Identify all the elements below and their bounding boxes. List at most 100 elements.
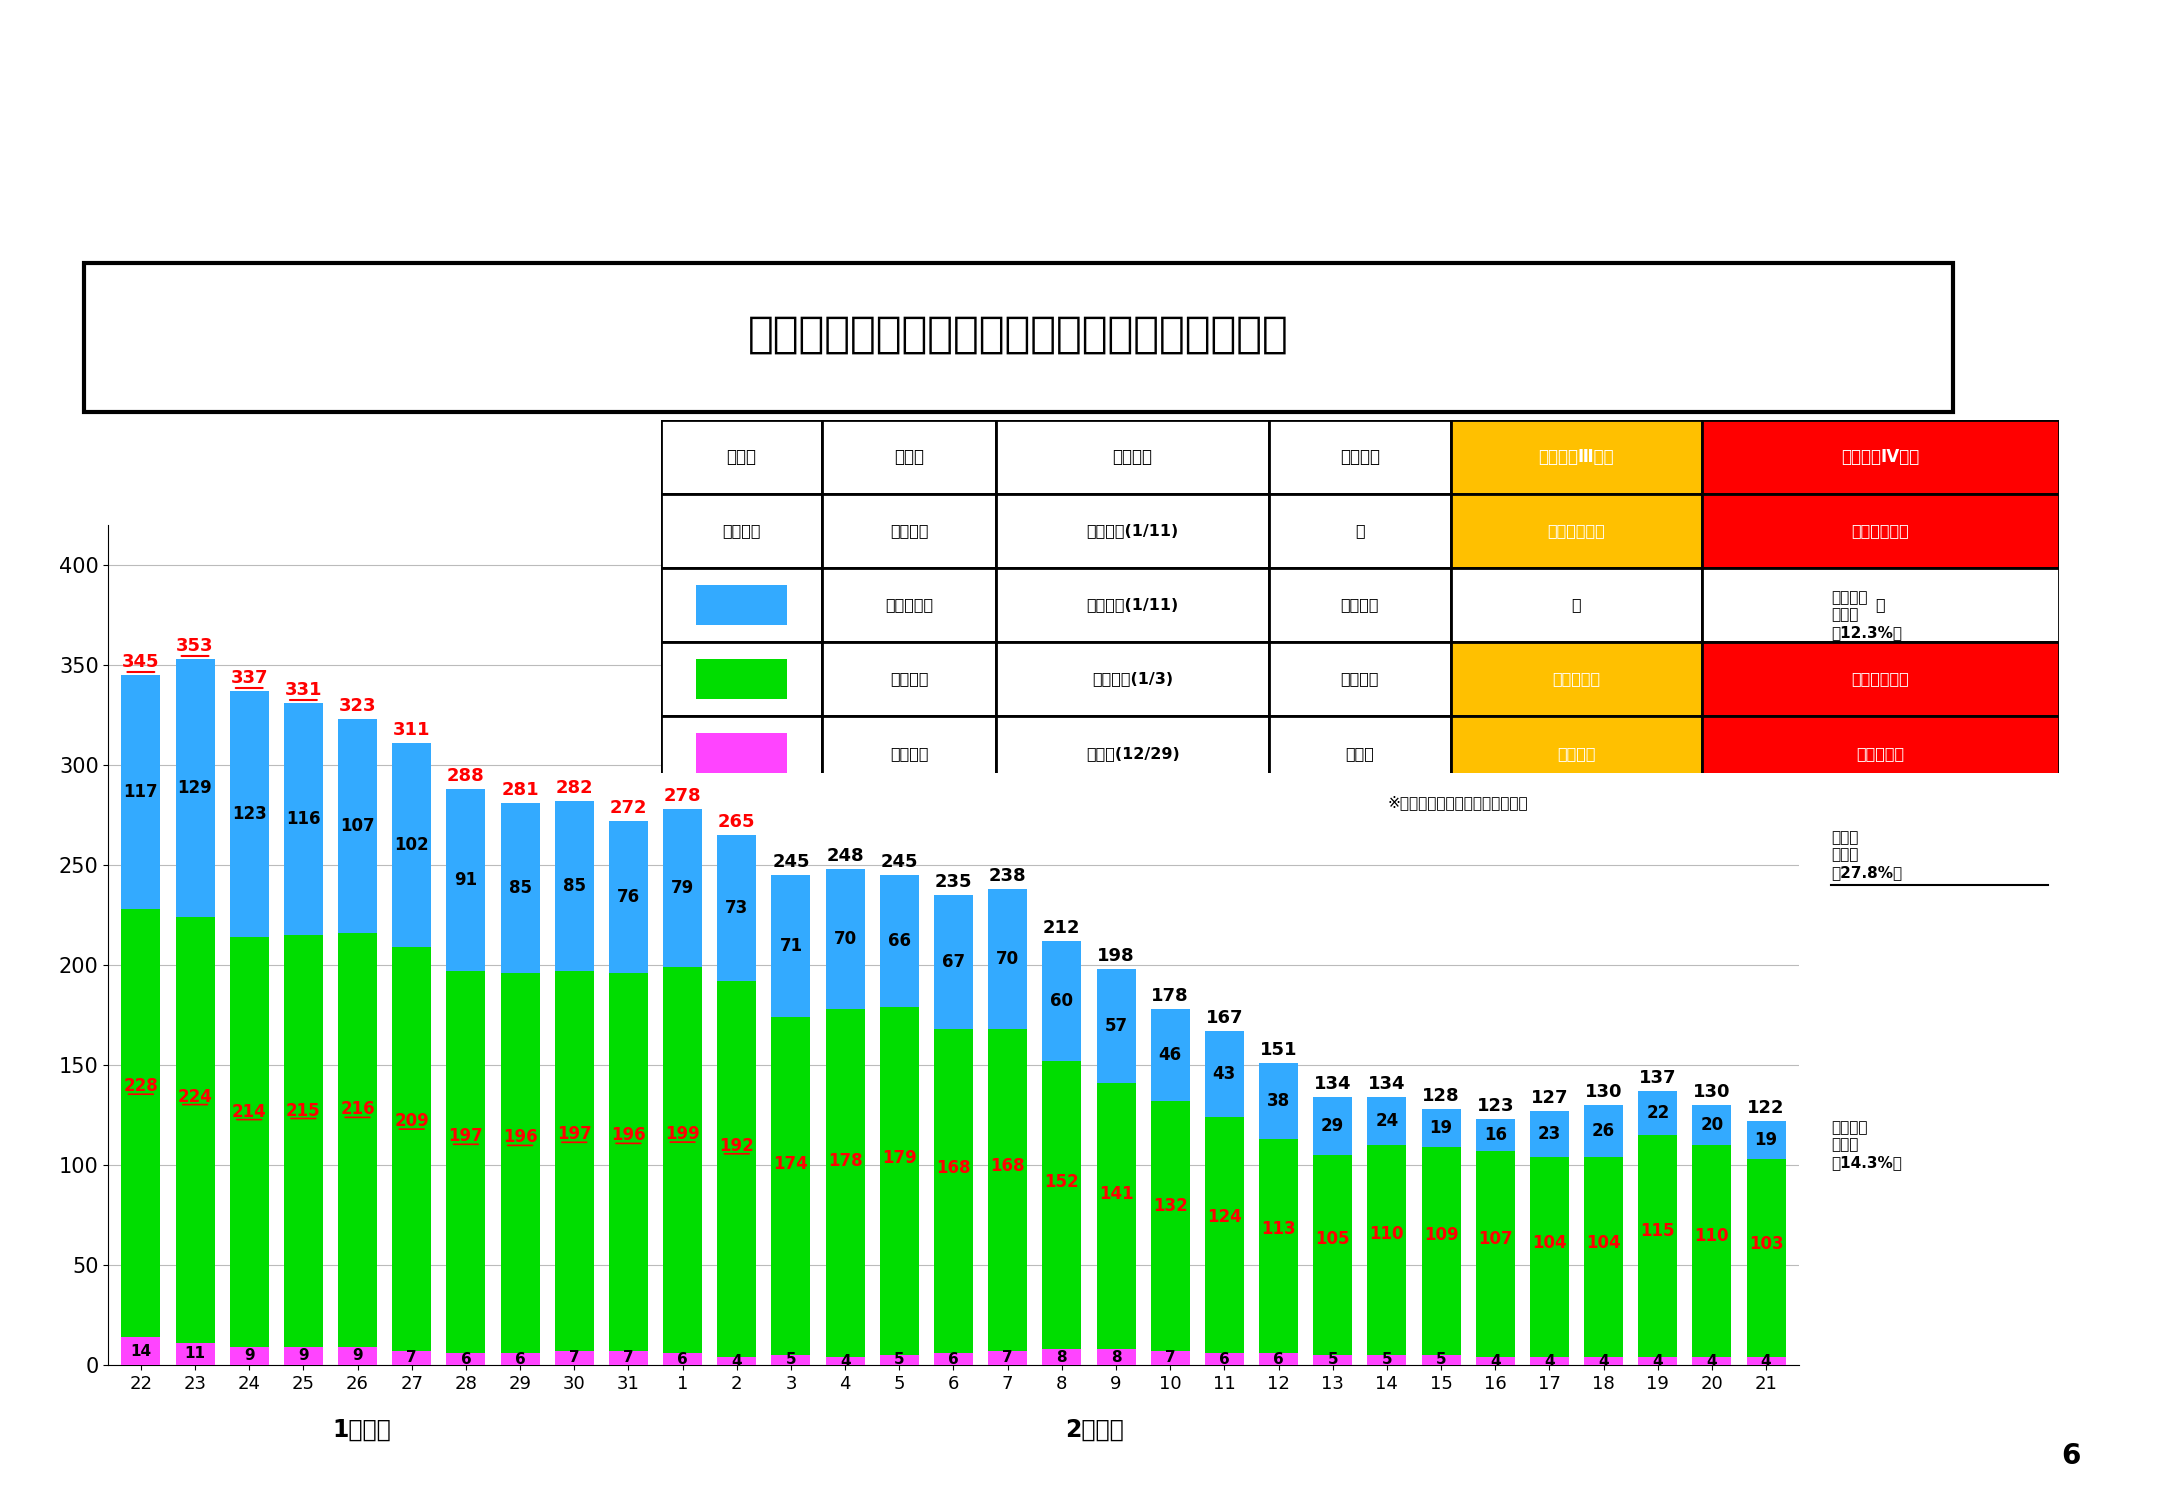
Text: 73: 73 xyxy=(726,898,748,916)
Text: 245: 245 xyxy=(880,853,919,871)
Text: 8: 8 xyxy=(1057,1350,1066,1365)
Text: ステージⅣ相当: ステージⅣ相当 xyxy=(1842,448,1920,466)
Bar xyxy=(284,1347,323,1365)
FancyBboxPatch shape xyxy=(85,264,1952,413)
Text: 4: 4 xyxy=(1491,1353,1500,1368)
Bar xyxy=(663,968,702,1365)
Bar xyxy=(988,1352,1027,1365)
Bar xyxy=(1747,1358,1786,1365)
Text: 117: 117 xyxy=(124,783,158,801)
Text: 179: 179 xyxy=(882,1149,917,1167)
Text: 128: 128 xyxy=(1422,1088,1461,1106)
Text: 130: 130 xyxy=(1692,1083,1731,1101)
Bar xyxy=(392,742,431,946)
Text: 4: 4 xyxy=(732,1353,741,1368)
Text: ３７０床: ３７０床 xyxy=(1341,672,1378,687)
Bar xyxy=(1703,568,2059,642)
Text: 4: 4 xyxy=(1708,1353,1716,1368)
Bar xyxy=(1692,1144,1731,1365)
Text: 168: 168 xyxy=(990,1156,1025,1174)
Bar xyxy=(880,1007,919,1365)
Text: 130: 130 xyxy=(1584,1083,1623,1101)
Text: 57: 57 xyxy=(1105,1017,1127,1035)
Text: 245: 245 xyxy=(771,853,810,871)
Text: 123: 123 xyxy=(1476,1096,1515,1114)
Text: 129: 129 xyxy=(178,778,212,796)
Text: 168: 168 xyxy=(936,1160,971,1178)
Bar xyxy=(609,821,648,974)
Text: 宿泊療養数: 宿泊療養数 xyxy=(884,597,934,612)
Text: 70: 70 xyxy=(997,950,1018,968)
Text: １９８人以上: １９８人以上 xyxy=(1547,524,1606,538)
Text: 134: 134 xyxy=(1313,1076,1352,1094)
Bar xyxy=(121,1336,160,1365)
Bar xyxy=(663,808,702,968)
Text: ー: ー xyxy=(1877,597,1885,612)
Text: 105: 105 xyxy=(1315,1230,1350,1248)
Bar xyxy=(1042,1060,1081,1365)
Text: 22: 22 xyxy=(1647,1104,1669,1122)
Bar xyxy=(1747,1160,1786,1365)
Bar xyxy=(1476,1358,1515,1365)
Bar xyxy=(1450,420,1703,494)
Text: 26: 26 xyxy=(1593,1122,1614,1140)
Text: 11: 11 xyxy=(184,1347,206,1362)
Bar xyxy=(1259,1353,1298,1365)
Text: 198: 198 xyxy=(1097,946,1136,964)
Bar xyxy=(1450,642,1703,716)
Text: 115: 115 xyxy=(1640,1221,1675,1239)
Bar xyxy=(997,494,1270,568)
Bar xyxy=(1205,1353,1244,1365)
Bar xyxy=(988,1029,1027,1365)
Text: 238: 238 xyxy=(988,867,1027,885)
Bar xyxy=(501,802,540,974)
Bar xyxy=(696,585,787,626)
Text: 60: 60 xyxy=(1051,992,1073,1010)
Bar xyxy=(1042,940,1081,1060)
Text: ２７７人(1/3): ２７７人(1/3) xyxy=(1092,672,1172,687)
Bar xyxy=(1097,969,1136,1083)
Bar xyxy=(338,718,377,933)
Bar xyxy=(338,1347,377,1365)
Text: 278: 278 xyxy=(663,788,702,806)
Text: ２８床: ２８床 xyxy=(1346,746,1374,760)
Bar xyxy=(661,494,821,568)
Bar xyxy=(771,874,810,1017)
Bar xyxy=(1638,1358,1677,1365)
Text: 103: 103 xyxy=(1749,1234,1783,1252)
Text: 5: 5 xyxy=(1437,1353,1445,1368)
Bar xyxy=(1692,1106,1731,1144)
Text: 46: 46 xyxy=(1159,1046,1181,1064)
Text: 4: 4 xyxy=(1545,1353,1554,1368)
Text: 29: 29 xyxy=(1322,1118,1344,1136)
Text: 178: 178 xyxy=(1151,987,1190,1005)
Bar xyxy=(1703,420,2059,494)
Text: 枠外数値: 枠外数値 xyxy=(722,524,761,538)
Bar xyxy=(1530,1358,1569,1365)
Text: ー: ー xyxy=(1571,597,1582,612)
Bar xyxy=(826,1010,865,1365)
Bar xyxy=(1205,1030,1244,1118)
Bar xyxy=(176,658,215,916)
Bar xyxy=(1270,494,1450,568)
Text: 1　　月: 1 月 xyxy=(332,1418,392,1442)
Text: 192: 192 xyxy=(719,1137,754,1155)
Bar xyxy=(176,916,215,1365)
Bar xyxy=(446,789,485,970)
Text: 7: 7 xyxy=(1166,1350,1175,1365)
Text: ３３０人以上: ３３０人以上 xyxy=(1851,524,1909,538)
Text: 70: 70 xyxy=(834,930,856,948)
Text: 9: 9 xyxy=(299,1348,308,1364)
Text: 16: 16 xyxy=(1484,1126,1506,1144)
Bar xyxy=(661,642,821,716)
Bar xyxy=(1259,1138,1298,1365)
Bar xyxy=(555,1352,594,1365)
Text: 281: 281 xyxy=(501,782,540,800)
Text: 85: 85 xyxy=(509,879,531,897)
Text: 337: 337 xyxy=(230,669,269,687)
Text: １５人(12/29): １５人(12/29) xyxy=(1086,746,1179,760)
Text: 7: 7 xyxy=(570,1350,579,1365)
Text: 67: 67 xyxy=(943,952,964,970)
Bar xyxy=(1097,1083,1136,1365)
Bar xyxy=(717,1358,756,1365)
